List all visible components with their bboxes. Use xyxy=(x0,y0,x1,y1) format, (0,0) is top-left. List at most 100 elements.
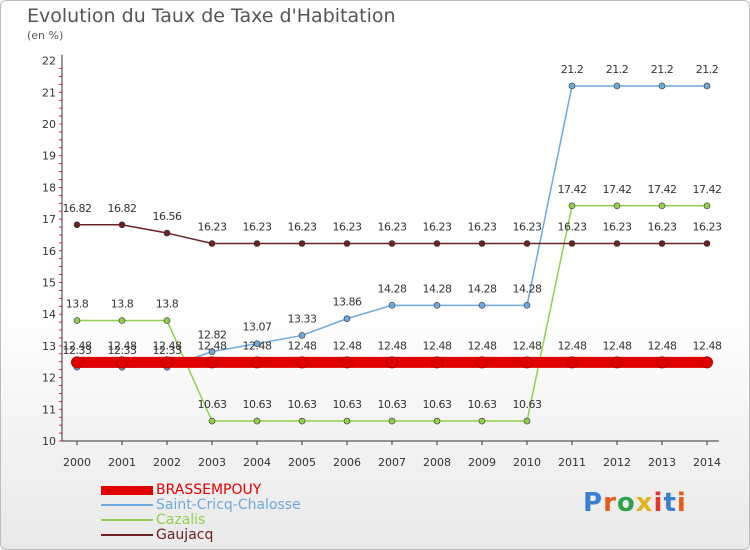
data-point xyxy=(613,202,621,210)
logo-letter: i xyxy=(653,488,664,518)
data-point xyxy=(253,340,261,347)
data-point xyxy=(116,356,128,369)
legend-swatch xyxy=(101,519,153,521)
data-point xyxy=(703,202,711,210)
data-point xyxy=(118,317,126,324)
data-label: 16.82 xyxy=(108,202,137,215)
x-tick-label: 2013 xyxy=(648,456,676,469)
data-point xyxy=(523,240,531,247)
data-point xyxy=(298,332,306,339)
data-label: 12.48 xyxy=(423,339,452,352)
x-tick-label: 2007 xyxy=(378,456,406,469)
y-tick-label: 17 xyxy=(42,213,56,226)
x-tick-label: 2001 xyxy=(108,456,136,469)
x-tick-label: 2006 xyxy=(333,456,361,469)
data-point xyxy=(568,202,576,210)
data-label: 10.63 xyxy=(468,398,497,411)
data-label: 21.2 xyxy=(606,63,629,76)
data-label: 10.63 xyxy=(243,398,272,411)
data-point xyxy=(701,356,713,369)
data-label: 16.23 xyxy=(198,221,227,234)
data-label: 12.48 xyxy=(648,339,677,352)
data-label: 12.48 xyxy=(558,339,587,352)
y-tick-label: 10 xyxy=(42,435,56,448)
data-label: 12.48 xyxy=(153,339,182,352)
data-point xyxy=(568,240,576,247)
data-label: 12.33 xyxy=(153,344,182,357)
data-point xyxy=(703,82,711,90)
data-point xyxy=(478,417,486,425)
data-label: 16.23 xyxy=(468,221,497,234)
data-label: 16.23 xyxy=(693,221,722,234)
data-label: 13.8 xyxy=(156,298,179,311)
x-tick-label: 2012 xyxy=(603,456,631,469)
data-label: 13.07 xyxy=(243,321,272,334)
y-tick-label: 15 xyxy=(42,277,56,290)
data-label: 12.48 xyxy=(243,339,272,352)
data-label: 17.42 xyxy=(603,183,632,196)
data-point xyxy=(566,356,578,369)
data-point xyxy=(296,356,308,369)
data-point xyxy=(118,221,126,229)
legend-label: Cazalis xyxy=(156,512,206,528)
data-label: 13.8 xyxy=(111,298,134,311)
legend-swatch xyxy=(101,534,153,536)
data-label: 10.63 xyxy=(198,398,227,411)
y-tick-label: 22 xyxy=(42,55,56,68)
data-label: 17.42 xyxy=(558,183,587,196)
data-label: 10.63 xyxy=(423,398,452,411)
data-point xyxy=(206,356,218,369)
data-point xyxy=(163,229,171,237)
data-point xyxy=(433,240,441,247)
x-tick-label: 2011 xyxy=(558,456,586,469)
data-label: 16.23 xyxy=(378,221,407,234)
data-label: 16.23 xyxy=(513,221,542,234)
logo-letter: x xyxy=(635,488,654,518)
data-point xyxy=(253,417,261,425)
data-label: 16.23 xyxy=(423,221,452,234)
y-tick-label: 14 xyxy=(42,308,56,321)
legend-label: Saint-Cricq-Chalosse xyxy=(156,497,301,513)
data-point xyxy=(658,202,666,210)
data-point xyxy=(73,221,81,229)
data-point xyxy=(208,240,216,247)
data-label: 16.23 xyxy=(648,221,677,234)
chart-subtitle: (en %) xyxy=(27,29,64,42)
data-label: 12.48 xyxy=(198,339,227,352)
data-point xyxy=(478,302,486,309)
data-point xyxy=(163,317,171,324)
data-point xyxy=(388,240,396,247)
y-tick-label: 11 xyxy=(42,403,56,416)
data-label: 10.63 xyxy=(513,398,542,411)
data-point xyxy=(343,240,351,247)
data-point xyxy=(433,417,441,425)
data-point xyxy=(73,317,81,324)
data-label: 12.48 xyxy=(603,339,632,352)
data-point xyxy=(161,356,173,369)
logo-letter: i xyxy=(676,488,687,518)
data-point xyxy=(251,356,263,369)
x-tick-label: 2009 xyxy=(468,456,496,469)
data-label: 13.33 xyxy=(288,312,317,325)
data-label: 13.8 xyxy=(66,298,89,311)
data-point xyxy=(71,356,83,369)
data-point xyxy=(613,240,621,247)
data-label: 12.48 xyxy=(333,339,362,352)
data-label: 16.23 xyxy=(603,221,632,234)
data-label: 16.56 xyxy=(153,210,182,223)
data-label: 13.86 xyxy=(333,296,362,309)
data-label: 16.23 xyxy=(243,221,272,234)
logo-letter: r xyxy=(603,488,617,518)
legend-swatch xyxy=(101,504,153,506)
data-point xyxy=(658,240,666,247)
data-point xyxy=(703,240,711,247)
data-label: 14.28 xyxy=(423,282,452,295)
data-label: 12.33 xyxy=(63,344,92,357)
x-tick-label: 2003 xyxy=(198,456,226,469)
data-point xyxy=(658,82,666,90)
data-label: 12.48 xyxy=(288,339,317,352)
data-point xyxy=(298,417,306,425)
data-label: 17.42 xyxy=(693,183,722,196)
data-label: 12.82 xyxy=(198,329,227,342)
